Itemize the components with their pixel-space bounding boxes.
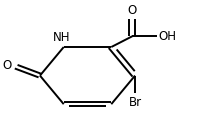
Text: O: O — [2, 59, 12, 72]
Text: O: O — [128, 4, 137, 17]
Text: OH: OH — [158, 30, 176, 43]
Text: NH: NH — [53, 31, 71, 44]
Text: Br: Br — [128, 96, 142, 109]
